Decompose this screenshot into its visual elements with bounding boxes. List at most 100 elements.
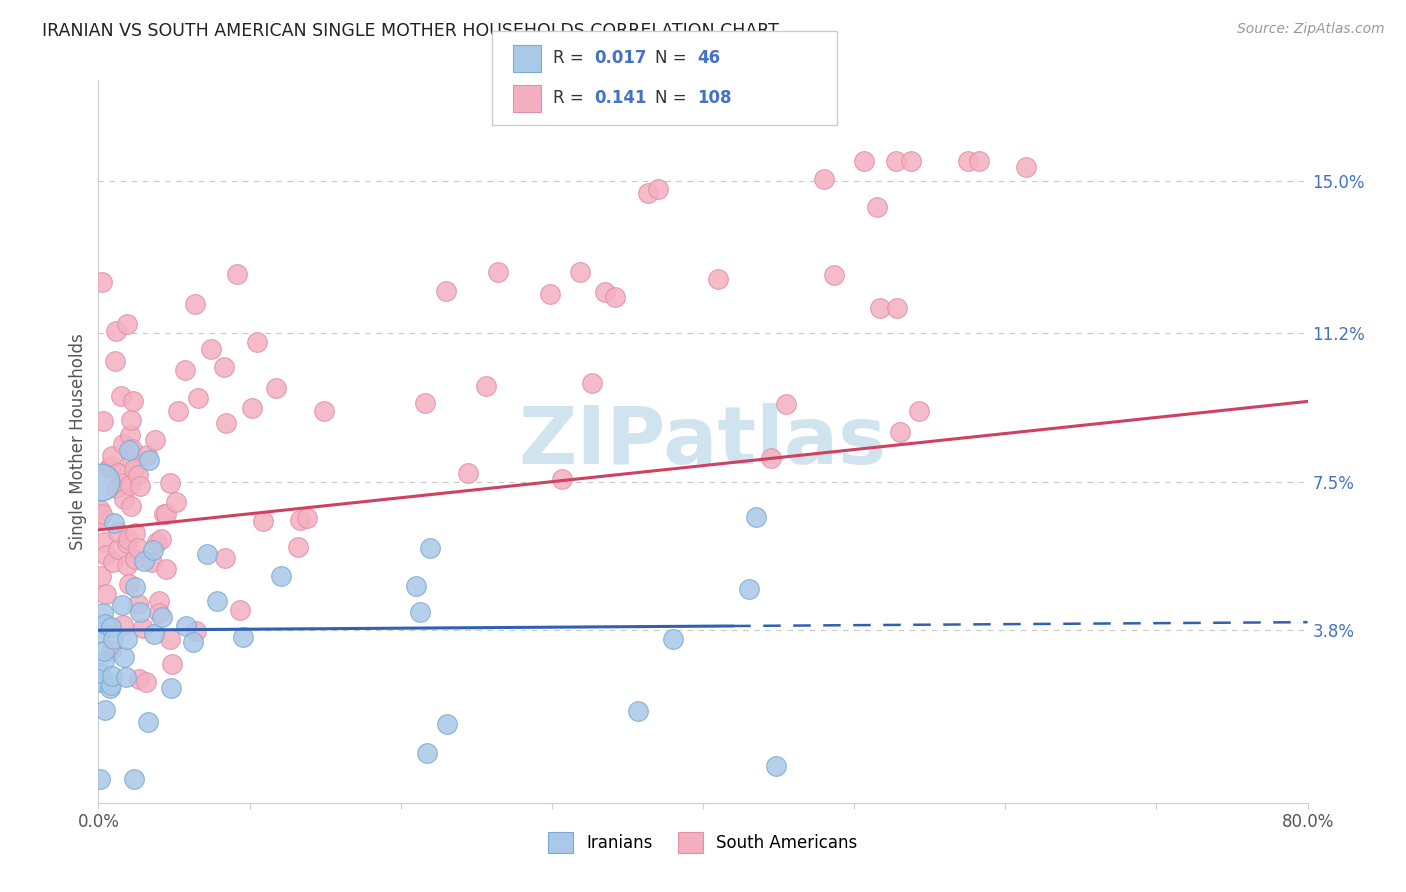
Point bbox=[91, 275, 114, 289]
Point bbox=[297, 510, 319, 524]
Point bbox=[252, 515, 274, 529]
Point bbox=[93, 643, 115, 657]
Point bbox=[129, 605, 152, 619]
Point bbox=[174, 619, 197, 633]
Point bbox=[121, 454, 143, 468]
Point bbox=[142, 542, 165, 557]
Point bbox=[117, 317, 139, 331]
Point bbox=[270, 568, 292, 582]
Point bbox=[457, 466, 479, 480]
Point bbox=[160, 657, 183, 671]
Point bbox=[110, 389, 132, 403]
Point bbox=[121, 442, 143, 456]
Text: 46: 46 bbox=[697, 49, 720, 67]
Point bbox=[127, 597, 149, 611]
Point bbox=[761, 450, 783, 465]
Point bbox=[91, 414, 114, 428]
Text: IRANIAN VS SOUTH AMERICAN SINGLE MOTHER HOUSEHOLDS CORRELATION CHART: IRANIAN VS SOUTH AMERICAN SINGLE MOTHER … bbox=[42, 22, 779, 40]
Point bbox=[184, 624, 207, 639]
Legend: Iranians, South Americans: Iranians, South Americans bbox=[541, 826, 865, 860]
Point bbox=[122, 772, 145, 786]
Point bbox=[122, 461, 145, 475]
Text: 108: 108 bbox=[697, 89, 733, 107]
Point bbox=[129, 479, 152, 493]
Point bbox=[89, 626, 111, 640]
Point bbox=[889, 425, 911, 439]
Point bbox=[823, 268, 845, 282]
Point bbox=[117, 632, 139, 647]
Point bbox=[89, 509, 111, 524]
Point bbox=[127, 541, 149, 556]
Point bbox=[155, 507, 177, 521]
Point bbox=[111, 437, 134, 451]
Point bbox=[138, 715, 160, 730]
Point bbox=[107, 466, 129, 480]
Text: 0.017: 0.017 bbox=[595, 49, 647, 67]
Point bbox=[264, 382, 287, 396]
Point bbox=[90, 475, 112, 489]
Point bbox=[104, 353, 127, 368]
Point bbox=[159, 475, 181, 490]
Y-axis label: Single Mother Households: Single Mother Households bbox=[69, 334, 87, 549]
Point bbox=[93, 617, 115, 632]
Point bbox=[869, 301, 891, 316]
Point bbox=[1014, 160, 1036, 174]
Point bbox=[603, 290, 626, 304]
Point bbox=[105, 324, 128, 338]
Point bbox=[112, 491, 135, 506]
Text: 0.141: 0.141 bbox=[595, 89, 647, 107]
Point bbox=[107, 524, 129, 539]
Point bbox=[207, 594, 229, 608]
Point bbox=[100, 643, 122, 657]
Point bbox=[120, 413, 142, 427]
Point bbox=[419, 541, 441, 555]
Point bbox=[212, 359, 235, 374]
Point bbox=[229, 603, 252, 617]
Point bbox=[132, 621, 155, 635]
Point bbox=[146, 535, 169, 549]
Point bbox=[150, 532, 173, 546]
Point bbox=[100, 620, 122, 634]
Point bbox=[136, 448, 159, 462]
Point bbox=[104, 481, 127, 495]
Point bbox=[409, 605, 432, 619]
Point bbox=[124, 526, 146, 541]
Point bbox=[159, 681, 181, 695]
Point bbox=[89, 503, 111, 517]
Point bbox=[232, 630, 254, 644]
Point bbox=[187, 392, 209, 406]
Point bbox=[94, 548, 117, 562]
Point bbox=[745, 510, 768, 524]
Point bbox=[200, 342, 222, 356]
Point bbox=[90, 569, 112, 583]
Point bbox=[581, 376, 603, 390]
Point bbox=[775, 397, 797, 411]
Point bbox=[707, 271, 730, 285]
Point bbox=[141, 555, 163, 569]
Text: Source: ZipAtlas.com: Source: ZipAtlas.com bbox=[1237, 22, 1385, 37]
Point bbox=[128, 672, 150, 686]
Point bbox=[167, 404, 190, 418]
Point bbox=[886, 301, 908, 315]
Point bbox=[907, 404, 929, 418]
Point bbox=[138, 453, 160, 467]
Point bbox=[246, 334, 269, 349]
Point bbox=[112, 475, 135, 490]
Point bbox=[121, 393, 143, 408]
Point bbox=[127, 467, 149, 482]
Point bbox=[111, 598, 134, 612]
Point bbox=[89, 675, 111, 690]
Point bbox=[120, 478, 142, 492]
Point bbox=[120, 499, 142, 513]
Point bbox=[100, 678, 122, 692]
Point bbox=[290, 513, 312, 527]
Point bbox=[93, 535, 115, 549]
Point bbox=[143, 433, 166, 447]
Point bbox=[662, 632, 685, 646]
Point bbox=[637, 186, 659, 200]
Point bbox=[813, 172, 835, 186]
Point bbox=[111, 618, 134, 632]
Point bbox=[647, 182, 669, 196]
Point bbox=[737, 582, 759, 596]
Point bbox=[627, 704, 650, 718]
